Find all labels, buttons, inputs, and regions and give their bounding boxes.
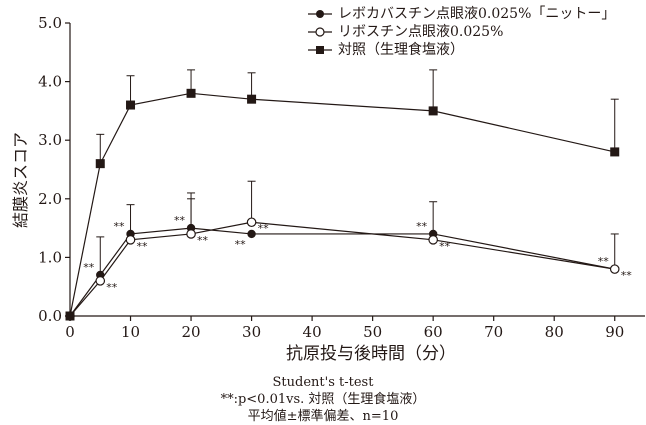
- series-3: [65, 69, 620, 321]
- significance-marker: **: [197, 234, 209, 247]
- axes: 0.0 1.0 2.0 3.0 4.0 5.0 0 10 20 30 40 50 60 70 80 90: [38, 14, 645, 341]
- series-line: [69, 221, 615, 317]
- legend-label: 対照（生理食塩液）: [338, 42, 464, 58]
- filled-square-marker-icon: [308, 46, 332, 54]
- footnote-statistics: 平均値±標準偏差、n=10: [247, 409, 399, 424]
- x-tick-label: 60: [424, 323, 443, 341]
- y-axis-label: 結膜炎スコア: [11, 132, 30, 228]
- filled-circle-marker-icon: [308, 10, 332, 18]
- y-tick-label: 2.0: [38, 190, 62, 208]
- data-point: [246, 217, 257, 228]
- x-tick-label: 80: [545, 323, 564, 341]
- data-point: [428, 235, 438, 245]
- data-point: [186, 88, 196, 98]
- data-point: [126, 100, 136, 110]
- x-tick-label: 30: [242, 323, 261, 341]
- y-tick-label: 1.0: [38, 248, 62, 266]
- data-point: [428, 106, 438, 116]
- significance-marker: **: [137, 240, 149, 253]
- x-tick-label: 20: [182, 323, 201, 341]
- x-axis-label: 抗原投与後時間（分）: [286, 344, 456, 364]
- significance-marker: **: [106, 281, 118, 294]
- data-point: [610, 147, 620, 157]
- data-point: [95, 276, 106, 286]
- significance-marker: **: [235, 238, 247, 251]
- series-line: [69, 92, 615, 317]
- y-tick-label: 0.0: [38, 307, 62, 325]
- y-tick-label: 4.0: [38, 73, 62, 91]
- legend-label: レボカバスチン点眼液0.025%「ニットー」: [338, 6, 616, 22]
- footnote-significance: **:p<0.01vs. 対照（生理食塩液）: [220, 392, 426, 407]
- series-2: ** ** ** ** ** **: [65, 180, 633, 321]
- significance-marker: **: [258, 222, 270, 235]
- y-tick-label: 5.0: [38, 14, 62, 32]
- legend-item-levocabastine-nitto: レボカバスチン点眼液0.025%「ニットー」: [308, 6, 615, 23]
- x-tick-label: 50: [363, 323, 382, 341]
- x-tick-label: 10: [121, 323, 140, 341]
- significance-marker: **: [439, 240, 451, 253]
- series-line: [69, 227, 615, 317]
- legend-item-control-saline: 対照（生理食塩液）: [308, 42, 464, 59]
- x-tick-label: 90: [605, 323, 624, 341]
- data-point: [65, 311, 75, 321]
- legend-label: リボスチン点眼液0.025%: [338, 24, 504, 40]
- significance-marker: **: [83, 261, 95, 274]
- data-point: [247, 229, 256, 239]
- significance-marker: **: [416, 220, 428, 233]
- x-tick-label: 40: [303, 323, 322, 341]
- series-1: ** ** ** ** ** **: [65, 198, 619, 321]
- legend-item-livostin: リボスチン点眼液0.025%: [308, 24, 503, 41]
- significance-marker: **: [174, 214, 186, 227]
- x-tick-label: 0: [65, 323, 75, 341]
- data-point: [125, 235, 136, 245]
- series-layer: ** ** ** ** ** ** ** ** ** ** ** **: [65, 69, 633, 321]
- footnote-test: Student's t-test: [272, 375, 374, 390]
- y-tick-label: 3.0: [38, 131, 62, 149]
- data-point: [247, 94, 257, 104]
- significance-marker: **: [114, 220, 126, 233]
- significance-marker: **: [621, 269, 633, 282]
- significance-marker: **: [598, 255, 610, 268]
- x-tick-label: 70: [484, 323, 503, 341]
- data-point: [95, 159, 105, 169]
- data-point: [186, 229, 196, 239]
- data-point: [609, 264, 620, 274]
- open-circle-marker-icon: [308, 27, 332, 37]
